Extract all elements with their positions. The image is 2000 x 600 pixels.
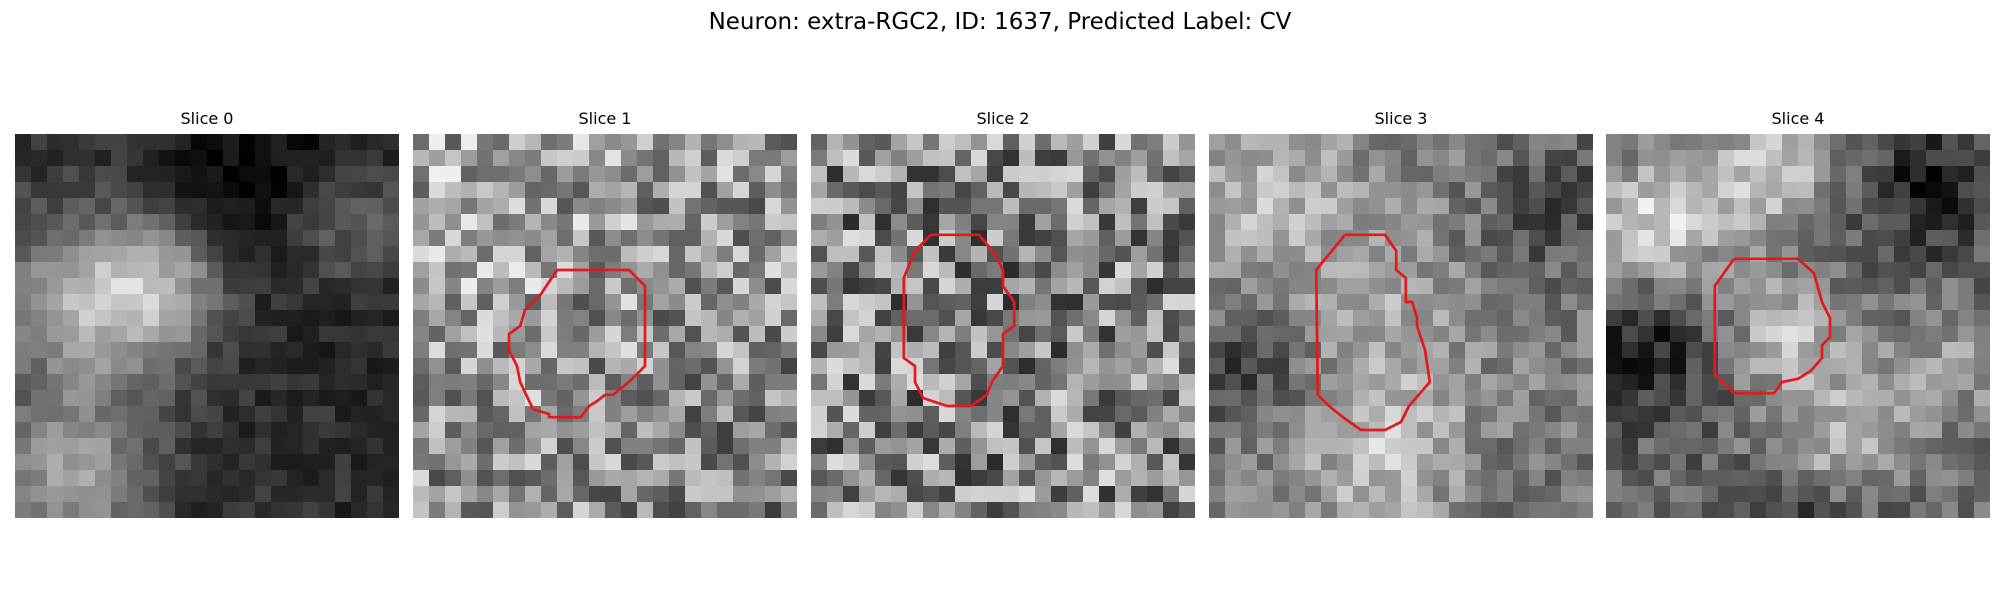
panel-slice-3: Slice 3 (1209, 106, 1593, 518)
panel-slice-2: Slice 2 (811, 106, 1195, 518)
panel-slice-0: Slice 0 (15, 106, 399, 518)
slice-4-image (1606, 134, 1990, 518)
roi-contour (1713, 257, 1832, 395)
panel-title-slice-2: Slice 2 (976, 109, 1030, 128)
roi-contour (1314, 233, 1432, 432)
slice-2-image (811, 134, 1195, 518)
panel-title-slice-0: Slice 0 (180, 109, 234, 128)
panel-title-slice-4: Slice 4 (1771, 109, 1825, 128)
slice-3-image (1209, 134, 1593, 518)
panel-title-slice-1: Slice 1 (578, 109, 632, 128)
panel-slice-1: Slice 1 (413, 106, 797, 518)
slice-0-image (15, 134, 399, 518)
slice-1-image (413, 134, 797, 518)
panel-title-slice-3: Slice 3 (1374, 109, 1428, 128)
panel-slice-4: Slice 4 (1606, 106, 1990, 518)
roi-contour (902, 233, 1016, 408)
figure-title: Neuron: extra-RGC2, ID: 1637, Predicted … (708, 9, 1292, 35)
roi-contour (507, 268, 647, 419)
